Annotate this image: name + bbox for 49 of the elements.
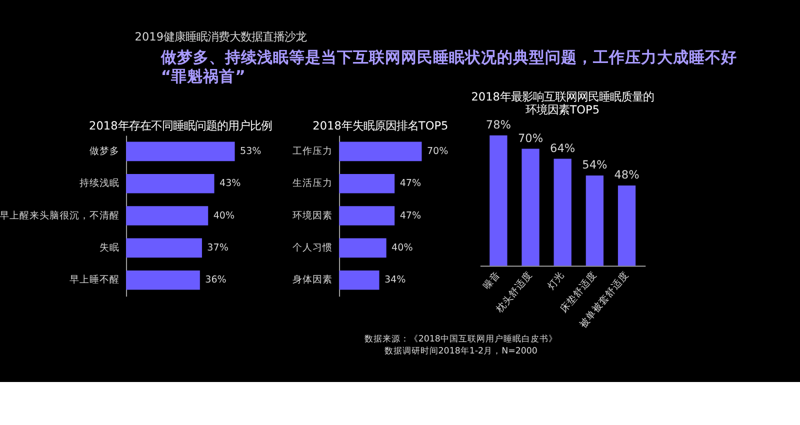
data-label: 54% bbox=[582, 158, 608, 172]
bar bbox=[618, 186, 636, 266]
data-label: 47% bbox=[400, 178, 422, 190]
bar bbox=[126, 206, 208, 226]
text: 数据调研时间2018年1-2月，N=2000 bbox=[384, 346, 538, 357]
bar bbox=[126, 142, 235, 162]
data-label: 64% bbox=[550, 142, 576, 155]
data-label: 40% bbox=[213, 210, 235, 222]
bar bbox=[126, 174, 214, 194]
bar bbox=[490, 135, 508, 266]
bar bbox=[586, 175, 604, 266]
source-note: 数据来源：《2018中国互联网用户睡眠白皮书》 bbox=[364, 333, 558, 344]
y-tick-label: 持续浅眠 bbox=[80, 177, 120, 190]
y-tick-label: 做梦多 bbox=[90, 145, 120, 158]
y-tick-label: 早上醒来头脑很沉，不清醒 bbox=[0, 209, 120, 222]
bar bbox=[554, 158, 572, 266]
data-label: 43% bbox=[219, 178, 241, 190]
bar bbox=[126, 270, 200, 290]
text: 2019健康睡眠消费大数据直播沙龙 bbox=[134, 30, 307, 44]
y-tick-label: 失眠 bbox=[100, 242, 120, 254]
x-tick-label: 噪音 bbox=[480, 269, 503, 292]
data-label: 53% bbox=[240, 146, 262, 158]
data-label: 70% bbox=[426, 146, 448, 158]
chart-title: 2018年存在不同睡眠问题的用户比例 bbox=[89, 119, 272, 132]
y-tick-label: 环境因素 bbox=[292, 209, 333, 222]
data-label: 70% bbox=[518, 132, 544, 145]
data-label: 78% bbox=[486, 118, 512, 132]
data-label: 48% bbox=[614, 168, 640, 182]
text: 做梦多、持续浅眠等是当下互联网网民睡眠状况的典型问题，工作压力大成睡不好“罪魁祸首” bbox=[160, 47, 737, 86]
bar bbox=[339, 174, 395, 194]
x-tick-label: 灯光 bbox=[544, 269, 567, 292]
data-label: 34% bbox=[384, 274, 406, 286]
y-tick-label: 生活压力 bbox=[292, 177, 333, 190]
data-label: 47% bbox=[400, 210, 422, 222]
chart-title: 2018年最影响互联网网民睡眠质量的环境因素TOP5 bbox=[471, 90, 654, 117]
bar bbox=[339, 142, 422, 162]
bar bbox=[339, 238, 386, 258]
y-tick-label: 身体因素 bbox=[292, 274, 333, 286]
y-tick-label: 早上睡不醒 bbox=[70, 274, 120, 286]
chart-title: 2018年失眠原因排名TOP5 bbox=[312, 119, 448, 132]
bar bbox=[339, 206, 395, 226]
y-tick-label: 工作压力 bbox=[292, 145, 333, 158]
data-label: 37% bbox=[207, 242, 228, 254]
bar bbox=[339, 270, 380, 290]
data-label: 36% bbox=[205, 274, 226, 286]
bar bbox=[522, 148, 540, 266]
data-label: 40% bbox=[392, 242, 413, 254]
y-tick-label: 个人习惯 bbox=[292, 242, 333, 254]
bar bbox=[126, 238, 202, 258]
